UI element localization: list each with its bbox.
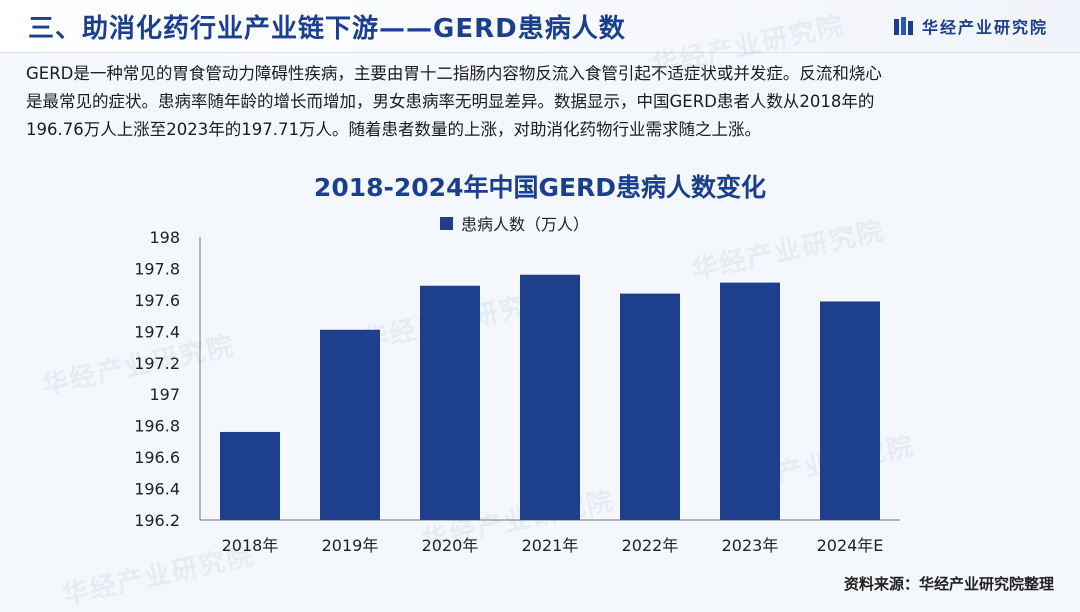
x-tick-label: 2018年	[222, 536, 279, 555]
chart-title: 2018-2024年中国GERD患病人数变化	[313, 173, 767, 202]
brand: 华经产业研究院	[893, 14, 1048, 38]
bar	[820, 301, 880, 520]
y-tick-label: 196.2	[134, 511, 180, 530]
y-tick-label: 197.2	[134, 354, 180, 373]
y-tick-label: 198	[149, 228, 180, 247]
x-tick-label: 2024年E	[817, 536, 884, 555]
legend-label: 患病人数（万人）	[461, 215, 590, 234]
y-tick-label: 196.6	[134, 448, 180, 467]
intro-line-2: 是最常见的症状。患病率随年龄的增长而增加，男女患病率无明显差异。数据显示，中国G…	[26, 92, 875, 111]
bar	[420, 285, 480, 520]
brand-name: 华经产业研究院	[921, 18, 1048, 37]
y-tick-label: 197.4	[134, 322, 180, 341]
intro-paragraph: GERD是一种常见的胃食管动力障碍性疾病，主要由胃十二指肠内容物反流入食管引起不…	[26, 60, 1056, 144]
x-tick-label: 2023年	[722, 536, 779, 555]
chart-legend: 患病人数（万人）	[440, 211, 589, 235]
y-tick-label: 197.6	[134, 291, 180, 310]
header-bar: 三、助消化药行业产业链下游——GERD患病人数 华经产业研究院	[0, 0, 1080, 53]
bar	[320, 329, 380, 520]
bar	[520, 274, 580, 520]
y-tick-label: 196.8	[134, 417, 180, 436]
intro-line-1: GERD是一种常见的胃食管动力障碍性疾病，主要由胃十二指肠内容物反流入食管引起不…	[26, 64, 882, 83]
y-tick-label: 197.8	[134, 259, 180, 278]
y-tick-label: 197	[149, 385, 180, 404]
source-note: 资料来源：华经产业研究院整理	[843, 575, 1054, 593]
bar	[720, 282, 780, 520]
intro-line-3: 196.76万人上涨至2023年的197.71万人。随着患者数量的上涨，对助消化…	[26, 120, 761, 139]
x-tick-label: 2021年	[522, 536, 579, 555]
y-tick-label: 196.4	[134, 480, 180, 499]
page-title: 三、助消化药行业产业链下游——GERD患病人数	[28, 14, 626, 44]
x-tick-label: 2022年	[622, 536, 679, 555]
x-tick-label: 2019年	[322, 536, 379, 555]
legend-swatch	[440, 216, 453, 230]
brand-logo-icon	[893, 17, 913, 35]
bar	[220, 431, 280, 520]
bar	[620, 293, 680, 520]
x-tick-label: 2020年	[422, 536, 479, 555]
